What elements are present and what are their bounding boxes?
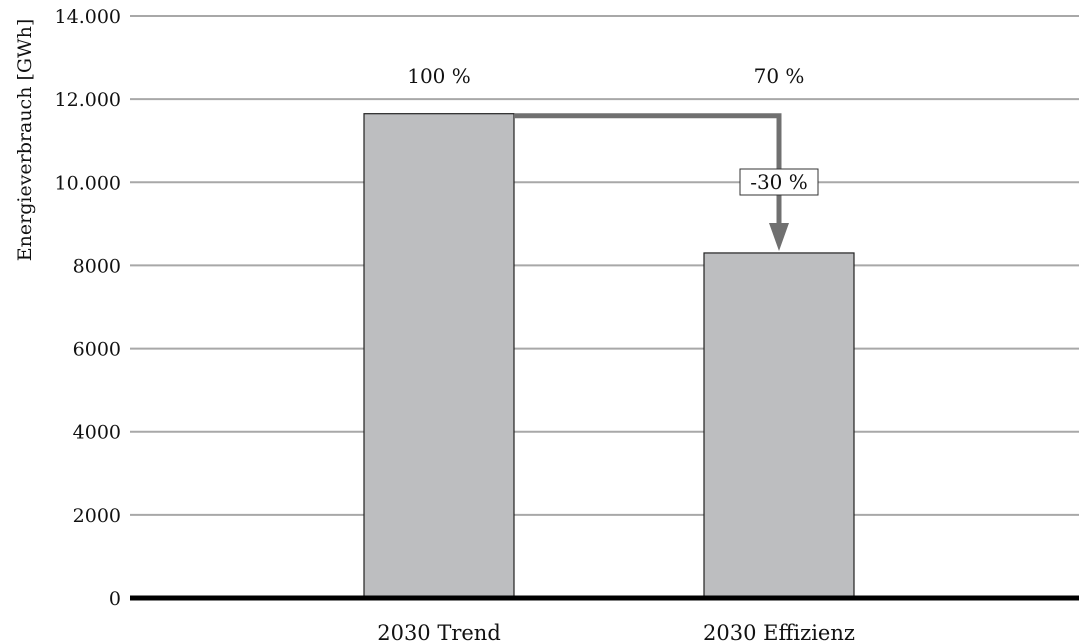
bar xyxy=(703,252,855,599)
reduction-arrow-head xyxy=(769,222,789,251)
y-tick-label: 8000 xyxy=(73,255,121,277)
x-category-label: 2030 Effizienz xyxy=(703,621,855,643)
y-tick-label: 0 xyxy=(109,588,121,610)
bar-value-label: 70 % xyxy=(754,64,805,88)
y-tick-label: 2000 xyxy=(73,505,121,527)
bar xyxy=(363,113,515,599)
x-axis-categories: 2030 Trend 2030 Effizienz xyxy=(377,621,855,643)
y-tick-label: 6000 xyxy=(73,339,121,361)
y-tick-label: 4000 xyxy=(73,422,121,444)
y-tick-label: 12.000 xyxy=(55,89,121,111)
bar-value-label: 100 % xyxy=(407,64,471,88)
x-category-label: 2030 Trend xyxy=(377,621,501,643)
y-tick-label: 10.000 xyxy=(55,172,121,194)
reduction-label: -30 % xyxy=(750,170,808,194)
reduction-arrow-line xyxy=(514,113,782,225)
reduction-label-box xyxy=(739,168,819,196)
y-axis-label: Energieverbrauch [GWh] xyxy=(14,19,36,261)
y-axis-ticks: 0 2000 4000 6000 8000 10.000 12.000 14.000 xyxy=(55,6,121,610)
y-tick-label: 14.000 xyxy=(55,6,121,28)
gridlines xyxy=(130,15,1079,516)
bar-value-labels: 100 % 70 % xyxy=(407,64,804,88)
